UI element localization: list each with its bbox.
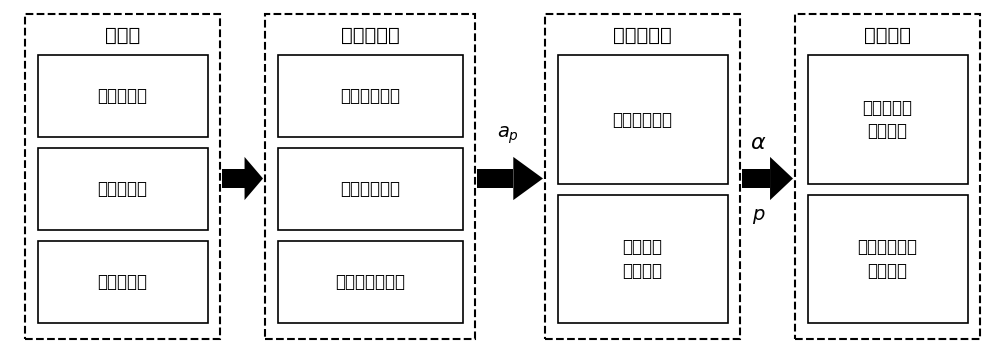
Text: 执行机构
跟随控制: 执行机构 跟随控制	[622, 238, 662, 280]
Bar	[278, 241, 462, 323]
Text: 车速传感器: 车速传感器	[98, 180, 148, 198]
Bar	[38, 55, 208, 137]
Text: 传感器: 传感器	[105, 26, 140, 45]
Text: 雷达传感器: 雷达传感器	[98, 87, 148, 105]
Bar	[545, 14, 740, 339]
Bar	[222, 169, 245, 188]
Text: 车间运动关系: 车间运动关系	[340, 87, 400, 105]
Bar	[38, 148, 208, 230]
Bar	[477, 169, 513, 188]
Text: 其他传感器: 其他传感器	[98, 273, 148, 291]
Text: 下层控制器: 下层控制器	[613, 26, 672, 45]
Text: 执行机构: 执行机构	[864, 26, 911, 45]
Polygon shape	[245, 157, 263, 200]
Text: 上层控制器: 上层控制器	[341, 26, 399, 45]
Text: 各模式控制算法: 各模式控制算法	[335, 273, 405, 291]
Bar	[558, 195, 728, 323]
Bar	[265, 14, 475, 339]
Bar	[278, 55, 462, 137]
Polygon shape	[513, 157, 543, 200]
Bar	[558, 55, 728, 184]
Bar	[795, 14, 980, 339]
Bar	[38, 241, 208, 323]
Bar	[808, 55, 968, 184]
Text: p: p	[752, 205, 764, 224]
Bar	[25, 14, 220, 339]
Bar	[808, 195, 968, 323]
Text: 执行机构选择: 执行机构选择	[612, 111, 672, 129]
Text: 控制模式选择: 控制模式选择	[340, 180, 400, 198]
Bar	[742, 169, 770, 188]
Text: α: α	[751, 133, 765, 153]
Text: 制动主缸压力
执行机构: 制动主缸压力 执行机构	[858, 238, 918, 280]
Polygon shape	[770, 157, 793, 200]
Bar	[278, 148, 462, 230]
Text: $a_p$: $a_p$	[497, 125, 519, 146]
Text: 节气门开度
执行机构: 节气门开度 执行机构	[862, 99, 912, 140]
